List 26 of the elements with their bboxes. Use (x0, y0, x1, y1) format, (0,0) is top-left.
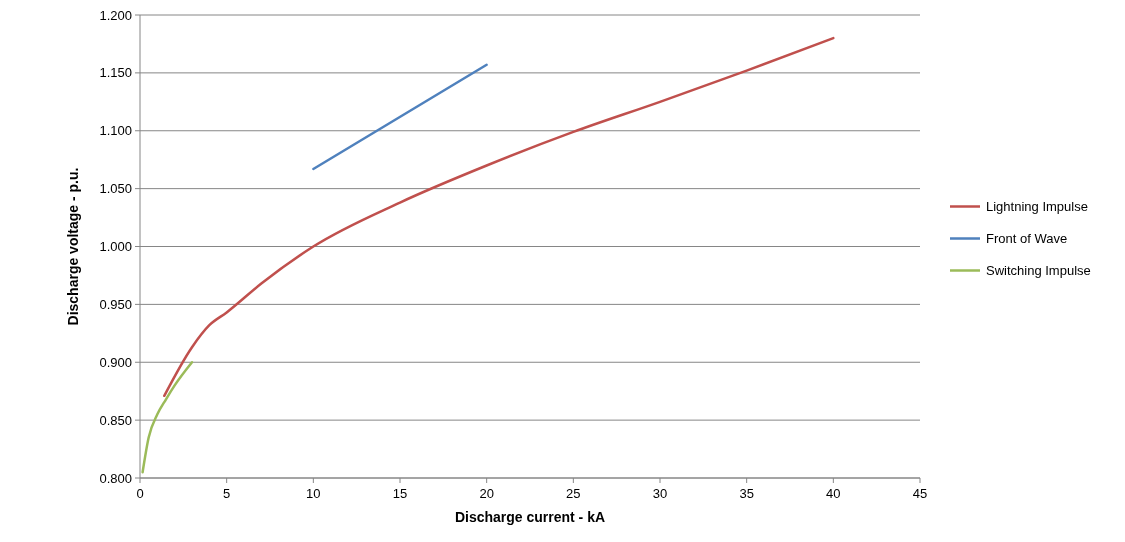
y-tick-label: 1.000 (99, 239, 132, 255)
y-axis-title: Discharge voltage - p.u. (65, 167, 81, 326)
line-series (141, 361, 194, 474)
x-tick-label: 20 (479, 486, 494, 501)
y-tick-label: 0.850 (99, 412, 132, 428)
legend-label: Front of Wave (986, 231, 1068, 247)
x-axis-title: Discharge current - kA (454, 509, 606, 525)
x-tick-label: 15 (392, 486, 408, 501)
line-series (163, 36, 835, 398)
y-tick-label: 0.900 (99, 354, 132, 370)
legend-label: Lightning Impulse (986, 199, 1088, 215)
y-tick-label: 1.200 (99, 7, 132, 23)
y-tick-label: 0.950 (99, 296, 132, 312)
y-tick-label: 1.050 (99, 181, 132, 197)
x-tick-label: 30 (652, 486, 668, 501)
x-tick-label: 10 (306, 486, 321, 501)
x-tick-label: 25 (566, 486, 581, 501)
x-tick-label: 35 (739, 486, 754, 501)
x-tick-label: 5 (223, 486, 231, 501)
x-tick-label: 0 (136, 486, 144, 501)
y-tick-label: 1.150 (99, 65, 132, 81)
x-tick-label: 40 (826, 486, 841, 501)
y-tick-label: 0.800 (99, 470, 132, 486)
x-tick-label: 45 (912, 486, 928, 501)
y-tick-label: 1.100 (99, 123, 132, 139)
legend-label: Switching Impulse (986, 263, 1091, 279)
